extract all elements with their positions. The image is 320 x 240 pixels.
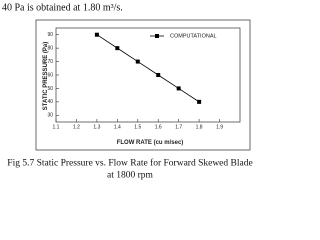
- legend-label: COMPUTATIONAL: [170, 33, 217, 39]
- y-tick-label: 50: [47, 86, 53, 92]
- x-tick-label: 1.9: [216, 124, 223, 130]
- data-point: [156, 73, 161, 77]
- x-tick-label: 1.2: [73, 124, 80, 130]
- page: {"paragraph": "40 Pa is obtained at 1.80…: [2, 2, 253, 181]
- x-tick-label: 1.1: [53, 124, 60, 130]
- data-point: [176, 86, 181, 91]
- legend-marker: [155, 34, 159, 38]
- paragraph: 40 Pa is obtained at 1.80 m³/s.: [2, 2, 123, 13]
- x-tick-label: 1.6: [155, 124, 162, 130]
- data-point: [197, 99, 202, 104]
- data-point: [115, 46, 120, 51]
- y-tick-label: 90: [47, 32, 53, 38]
- y-tick-label: 30: [47, 113, 53, 119]
- y-tick-label: 80: [47, 45, 53, 51]
- y-tick-label: 60: [47, 72, 53, 78]
- data-point: [94, 32, 99, 37]
- x-tick-label: 1.4: [114, 124, 121, 130]
- y-tick-label: 70: [47, 59, 53, 65]
- x-tick-label: 1.3: [93, 124, 100, 130]
- caption-line: Fig 5.7 Static Pressure vs. Flow Rate fo…: [7, 158, 252, 169]
- figure-frame: [35, 19, 251, 151]
- caption-line: at 1800 rpm: [107, 171, 154, 181]
- y-tick-label: 40: [47, 99, 53, 105]
- x-tick-label: 1.5: [134, 124, 141, 130]
- data-line: [96, 34, 200, 103]
- x-axis-label: FLOW RATE (cu m/sec): [117, 140, 184, 146]
- y-axis-label: STATIC PRESSURE (Pa): [43, 42, 49, 110]
- data-point: [135, 59, 140, 64]
- figure: 40 Pa is obtained at 1.80 m³/s. STATIC P…: [2, 2, 253, 181]
- plot-area: [55, 27, 241, 123]
- x-tick-label: 1.8: [196, 124, 203, 130]
- x-tick-label: 1.7: [175, 124, 182, 130]
